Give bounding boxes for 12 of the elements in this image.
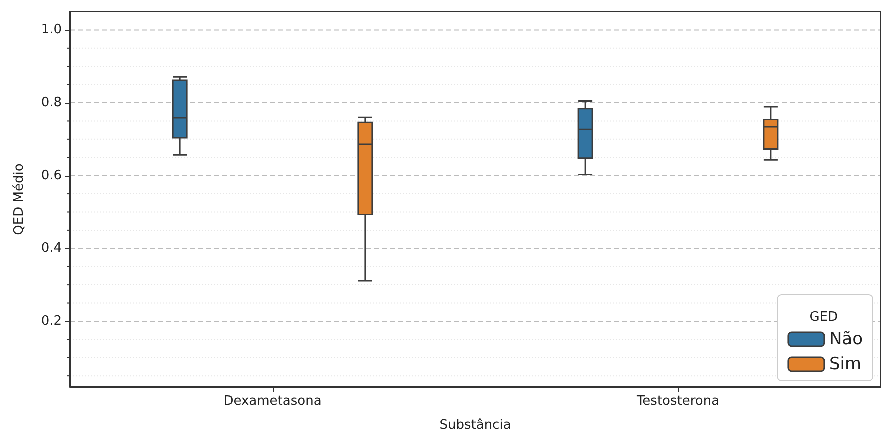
y-tick-label: 0.2	[41, 314, 62, 329]
legend-label: Sim	[829, 354, 862, 374]
legend-label: Não	[829, 330, 864, 350]
x-axis-title: Substância	[440, 418, 512, 433]
y-tick-label: 1.0	[41, 22, 62, 38]
y-axis-title: QED Médio	[12, 164, 27, 236]
x-tick-label: Testosterona	[636, 394, 720, 409]
y-tick-label: 0.8	[41, 96, 62, 111]
x-tick-label: Dexametasona	[224, 394, 322, 409]
legend-title: GED	[810, 310, 838, 325]
y-tick-label: 0.4	[41, 241, 62, 256]
y-tick-label: 0.6	[41, 168, 62, 184]
